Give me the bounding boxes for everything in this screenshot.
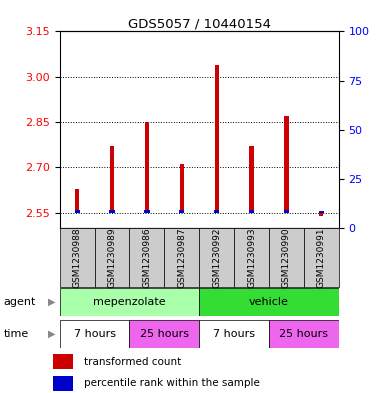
Bar xyxy=(234,228,269,287)
Bar xyxy=(180,164,184,213)
Text: GSM1230986: GSM1230986 xyxy=(142,227,151,288)
Text: transformed count: transformed count xyxy=(84,357,181,367)
Bar xyxy=(249,146,254,213)
Text: GSM1230993: GSM1230993 xyxy=(247,227,256,288)
Bar xyxy=(144,210,149,213)
Text: GSM1230991: GSM1230991 xyxy=(317,227,326,288)
Bar xyxy=(214,210,219,213)
Bar xyxy=(109,210,115,213)
Text: GSM1230988: GSM1230988 xyxy=(73,227,82,288)
Bar xyxy=(110,146,114,213)
Bar xyxy=(60,228,95,287)
Text: GSM1230989: GSM1230989 xyxy=(107,227,117,288)
Bar xyxy=(54,376,74,391)
Text: percentile rank within the sample: percentile rank within the sample xyxy=(84,378,259,389)
Bar xyxy=(164,228,199,287)
Bar xyxy=(284,210,289,213)
Bar xyxy=(129,228,164,287)
Text: ▶: ▶ xyxy=(48,329,56,339)
Text: agent: agent xyxy=(4,297,36,307)
Bar xyxy=(269,320,339,348)
Bar xyxy=(75,210,80,213)
Bar xyxy=(179,210,184,213)
Text: 7 hours: 7 hours xyxy=(213,329,255,339)
Bar xyxy=(199,228,234,287)
Bar xyxy=(249,210,254,213)
Bar xyxy=(269,228,304,287)
Text: GSM1230990: GSM1230990 xyxy=(282,227,291,288)
Bar xyxy=(304,228,339,287)
Bar xyxy=(75,189,79,213)
Bar xyxy=(319,213,323,216)
Text: 7 hours: 7 hours xyxy=(74,329,116,339)
Text: mepenzolate: mepenzolate xyxy=(93,297,166,307)
Text: time: time xyxy=(4,329,29,339)
Bar xyxy=(129,320,199,348)
Text: 25 hours: 25 hours xyxy=(140,329,189,339)
Text: vehicle: vehicle xyxy=(249,297,289,307)
Bar xyxy=(285,116,288,213)
Bar xyxy=(60,288,199,316)
Bar xyxy=(199,288,339,316)
Bar xyxy=(60,320,129,348)
Title: GDS5057 / 10440154: GDS5057 / 10440154 xyxy=(128,17,271,30)
Text: 25 hours: 25 hours xyxy=(280,329,328,339)
Text: ▶: ▶ xyxy=(48,297,56,307)
Text: GSM1230992: GSM1230992 xyxy=(212,227,221,288)
Bar xyxy=(214,65,219,213)
Bar xyxy=(54,354,74,369)
Text: GSM1230987: GSM1230987 xyxy=(177,227,186,288)
Bar xyxy=(95,228,129,287)
Bar xyxy=(319,211,324,213)
Bar xyxy=(199,320,269,348)
Bar xyxy=(145,122,149,213)
